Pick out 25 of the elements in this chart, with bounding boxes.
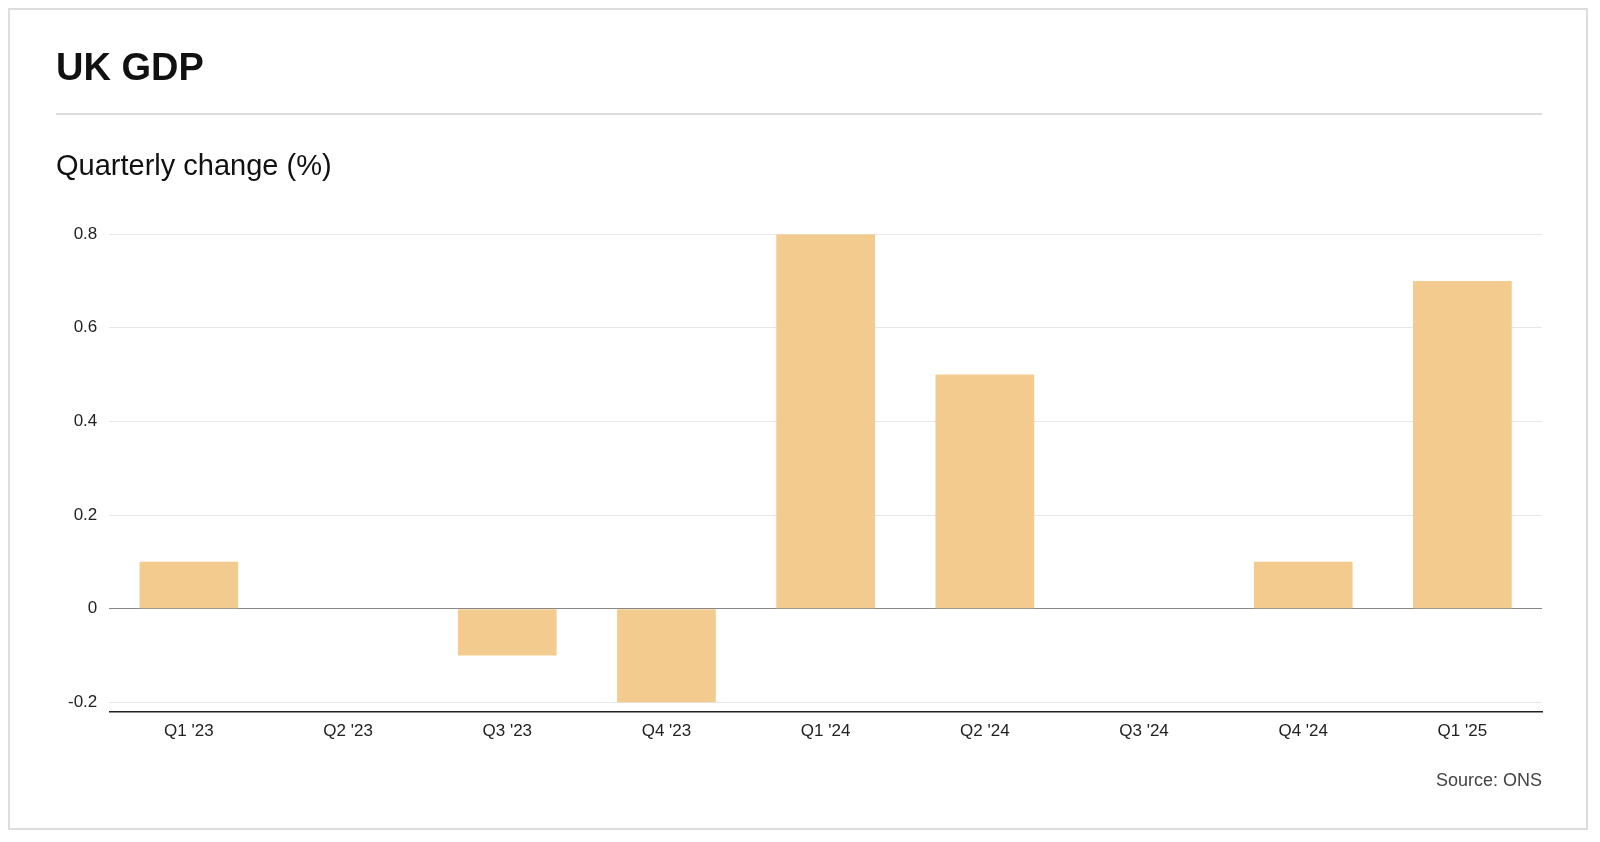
x-tick-label: Q2 '24 xyxy=(960,721,1010,741)
bar xyxy=(935,374,1035,609)
x-tick-label: Q1 '25 xyxy=(1437,721,1488,741)
x-tick-label: Q4 '23 xyxy=(641,721,692,741)
bar xyxy=(457,609,557,656)
bar xyxy=(1413,281,1512,609)
bar xyxy=(139,561,239,609)
y-tick-label: 0.4 xyxy=(73,411,98,431)
y-tick-label: 0.6 xyxy=(73,317,98,337)
y-tick-label: 0 xyxy=(87,598,98,618)
bar xyxy=(1253,561,1353,609)
bar xyxy=(776,234,875,609)
x-tick-label: Q1 '23 xyxy=(164,721,214,741)
y-tick-label: 0.2 xyxy=(73,504,98,524)
y-axis-title: Quarterly change (%) xyxy=(56,149,333,182)
bar xyxy=(617,609,716,703)
source-note: Source: ONS xyxy=(1434,770,1542,791)
chart-title: UK GDP xyxy=(56,46,1542,115)
x-tick-label: Q2 '23 xyxy=(323,721,373,741)
x-tick-label: Q3 '23 xyxy=(482,721,533,741)
x-tick-label: Q1 '24 xyxy=(800,721,851,741)
x-tick-label: Q4 '24 xyxy=(1278,721,1328,741)
y-tick-label: -0.2 xyxy=(68,691,98,711)
y-tick-label: 0.8 xyxy=(73,223,98,243)
x-tick-label: Q3 '24 xyxy=(1119,721,1169,741)
